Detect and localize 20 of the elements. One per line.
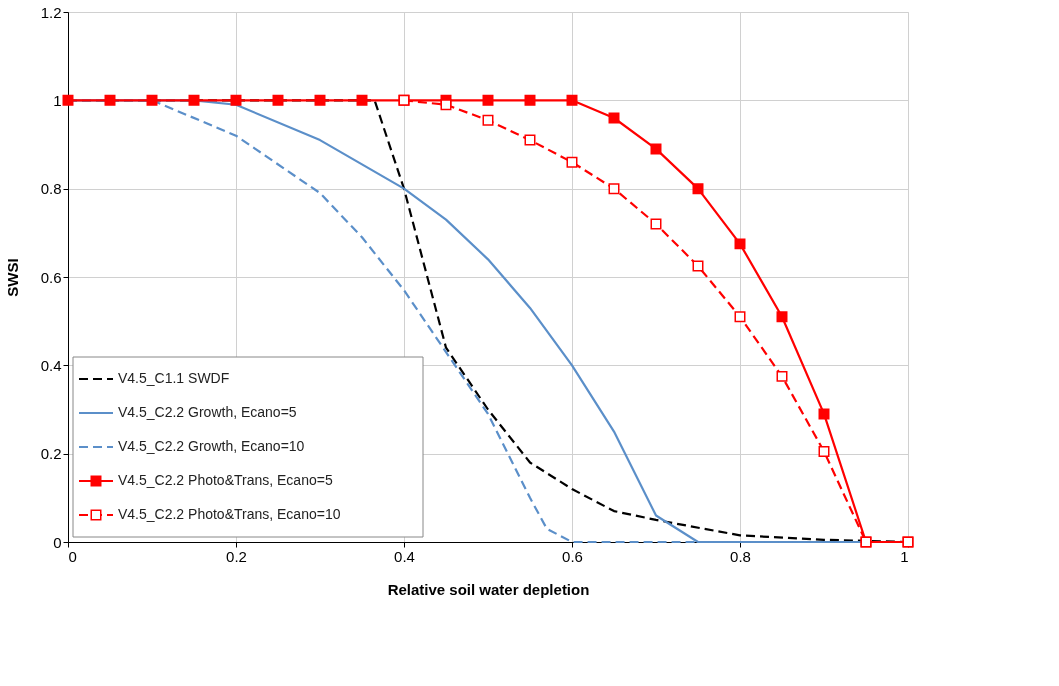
x-tick-label: 1 xyxy=(900,547,909,565)
y-tick-label: 1 xyxy=(53,91,62,109)
legend-label: V4.5_C2.2 Growth, Ecano=10 xyxy=(118,438,305,454)
x-axis-title: Relative soil water depletion xyxy=(387,580,590,598)
x-tick-label: 0.6 xyxy=(562,547,583,565)
y-tick-label: 0.8 xyxy=(40,180,62,198)
y-axis-title: SWSI xyxy=(3,258,21,297)
y-tick-label: 0.4 xyxy=(40,356,62,374)
y-tick-label: 0 xyxy=(53,533,62,551)
x-tick-label: 0.8 xyxy=(730,547,751,565)
y-tick-label: 0.2 xyxy=(40,445,62,463)
legend-label: V4.5_C2.2 Photo&Trans, Ecano=10 xyxy=(118,506,341,522)
legend-label: V4.5_C2.2 Photo&Trans, Ecano=5 xyxy=(118,472,333,488)
legend-label: V4.5_C1.1 SWDF xyxy=(118,370,230,386)
x-tick-label: 0 xyxy=(68,547,77,565)
y-tick-label: 0.6 xyxy=(40,268,62,286)
y-tick-label: 1.2 xyxy=(40,3,62,21)
legend-label: V4.5_C2.2 Growth, Ecano=5 xyxy=(118,404,297,420)
x-tick-label: 0.2 xyxy=(226,547,247,565)
x-tick-label: 0.4 xyxy=(394,547,415,565)
